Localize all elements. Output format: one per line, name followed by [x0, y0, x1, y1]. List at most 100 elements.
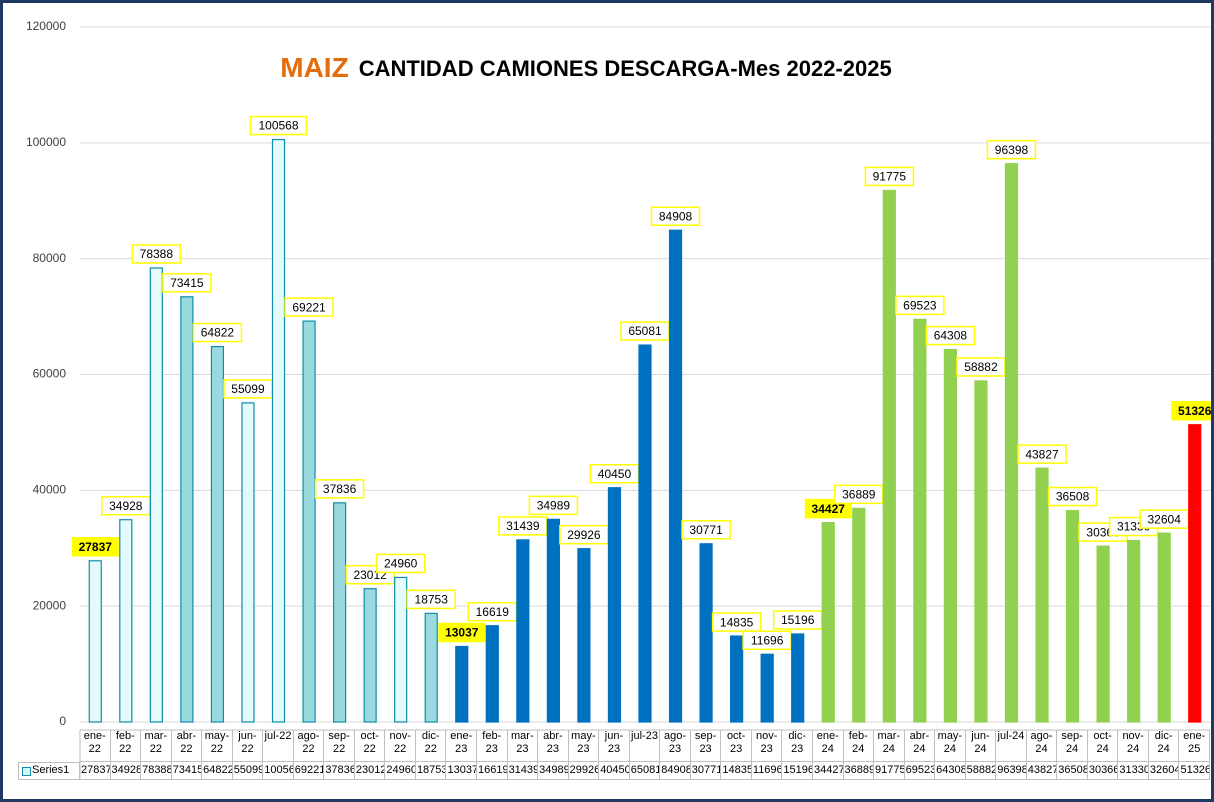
- table-value: 58882: [965, 762, 997, 780]
- table-value: 30771: [690, 762, 722, 780]
- table-value: 30366: [1087, 762, 1119, 780]
- y-tick-label: 0: [59, 714, 66, 728]
- data-label-box: [284, 297, 334, 317]
- data-label: 24960: [384, 557, 418, 571]
- table-value: 14835: [721, 762, 752, 780]
- data-label: 51326: [1178, 404, 1212, 418]
- data-label: 84908: [659, 209, 693, 223]
- table-value: 34427: [812, 762, 844, 780]
- data-label-box: [804, 498, 852, 519]
- data-label: 100568: [258, 119, 298, 133]
- x-tick-label: sep-22: [324, 730, 355, 762]
- table-value: 31330: [1118, 762, 1149, 780]
- table-value: 69523: [904, 762, 936, 780]
- x-tick-label: mar-22: [141, 730, 172, 762]
- table-value: 31439: [507, 762, 539, 780]
- bar: [1096, 545, 1110, 723]
- title-prefix: MAIZ: [280, 52, 348, 83]
- table-value: 34928: [110, 762, 142, 780]
- x-tick-label: jul-23: [629, 730, 661, 762]
- table-value: 18753: [415, 762, 447, 780]
- x-tick-label: jul-24: [996, 730, 1027, 762]
- table-value: 24960: [385, 762, 416, 780]
- legend-cell: [18, 762, 80, 780]
- bar: [363, 588, 377, 723]
- data-label: 69523: [903, 299, 937, 313]
- data-label: 15196: [781, 613, 815, 627]
- data-label: 11696: [751, 633, 784, 647]
- x-tick-label: jun-22: [232, 730, 264, 762]
- x-tick-label: abr-22: [171, 730, 203, 762]
- data-label: 40450: [598, 467, 632, 481]
- table-value: 91775: [874, 762, 905, 780]
- data-label-box: [1171, 400, 1214, 421]
- bar: [791, 633, 805, 723]
- table-value: 16619: [477, 762, 508, 780]
- bar: [1157, 532, 1171, 723]
- data-label: 34427: [812, 502, 846, 516]
- data-label-box: [438, 622, 486, 643]
- bar: [943, 348, 958, 723]
- bar: [332, 502, 347, 723]
- bar: [88, 560, 102, 723]
- data-label: 73415: [170, 276, 204, 290]
- bar: [271, 138, 286, 723]
- data-label: 64308: [934, 329, 968, 343]
- bar: [730, 635, 744, 723]
- data-label: 14835: [720, 615, 754, 629]
- data-label: 55099: [231, 382, 265, 396]
- x-tick-label: ene-23: [446, 730, 478, 762]
- table-value: 32604: [1148, 762, 1180, 780]
- legend-label: Series1: [32, 764, 70, 776]
- x-tick-label: nov-23: [751, 730, 783, 762]
- table-value: 15196: [782, 762, 813, 780]
- y-tick-label: 20000: [33, 598, 67, 612]
- x-tick-label: oct-23: [721, 730, 752, 762]
- data-label: 27837: [79, 540, 113, 554]
- table-value: 84908: [660, 762, 691, 780]
- x-tick-label: sep-24: [1057, 730, 1088, 762]
- bar: [1188, 424, 1202, 723]
- data-label-box: [314, 479, 365, 499]
- table-value: 51326: [1179, 762, 1210, 780]
- data-label: 18753: [415, 593, 449, 607]
- table-value: 36508: [1057, 762, 1088, 780]
- table-value: 73415: [171, 762, 203, 780]
- bar: [302, 320, 316, 723]
- bar: [882, 189, 896, 723]
- y-tick-label: 120000: [26, 19, 66, 33]
- y-tick-label: 80000: [33, 251, 67, 265]
- data-label: 69221: [292, 300, 326, 314]
- data-label-box: [925, 325, 976, 346]
- bar: [210, 345, 225, 723]
- table-value: 37836: [324, 762, 355, 780]
- table-value: 69221: [293, 762, 325, 780]
- data-label: 34989: [537, 499, 571, 513]
- bar: [699, 543, 713, 723]
- x-tick-label: dic-23: [782, 730, 813, 762]
- bar: [852, 507, 866, 723]
- bar: [1127, 539, 1141, 723]
- data-label-box: [528, 495, 579, 516]
- data-label-box: [1047, 486, 1098, 507]
- bar: [394, 576, 408, 723]
- bar: [577, 548, 591, 723]
- y-tick-label: 40000: [33, 483, 67, 497]
- x-tick-label: may-23: [568, 730, 600, 762]
- table-value: 96398: [996, 762, 1027, 780]
- x-tick-label: mar-24: [874, 730, 905, 762]
- table-value: 40450: [599, 762, 630, 780]
- x-tick-label: jun-23: [599, 730, 630, 762]
- x-tick-label: oct-22: [354, 730, 386, 762]
- x-tick-label: nov-22: [385, 730, 416, 762]
- x-tick-label: ago-22: [293, 730, 325, 762]
- data-label: 30771: [689, 523, 723, 537]
- table-value: 13037: [446, 762, 478, 780]
- data-label: 31439: [506, 519, 540, 533]
- y-tick-label: 60000: [33, 367, 67, 381]
- table-value: 34989: [538, 762, 569, 780]
- data-label-box: [986, 139, 1037, 160]
- data-label: 36889: [842, 488, 876, 502]
